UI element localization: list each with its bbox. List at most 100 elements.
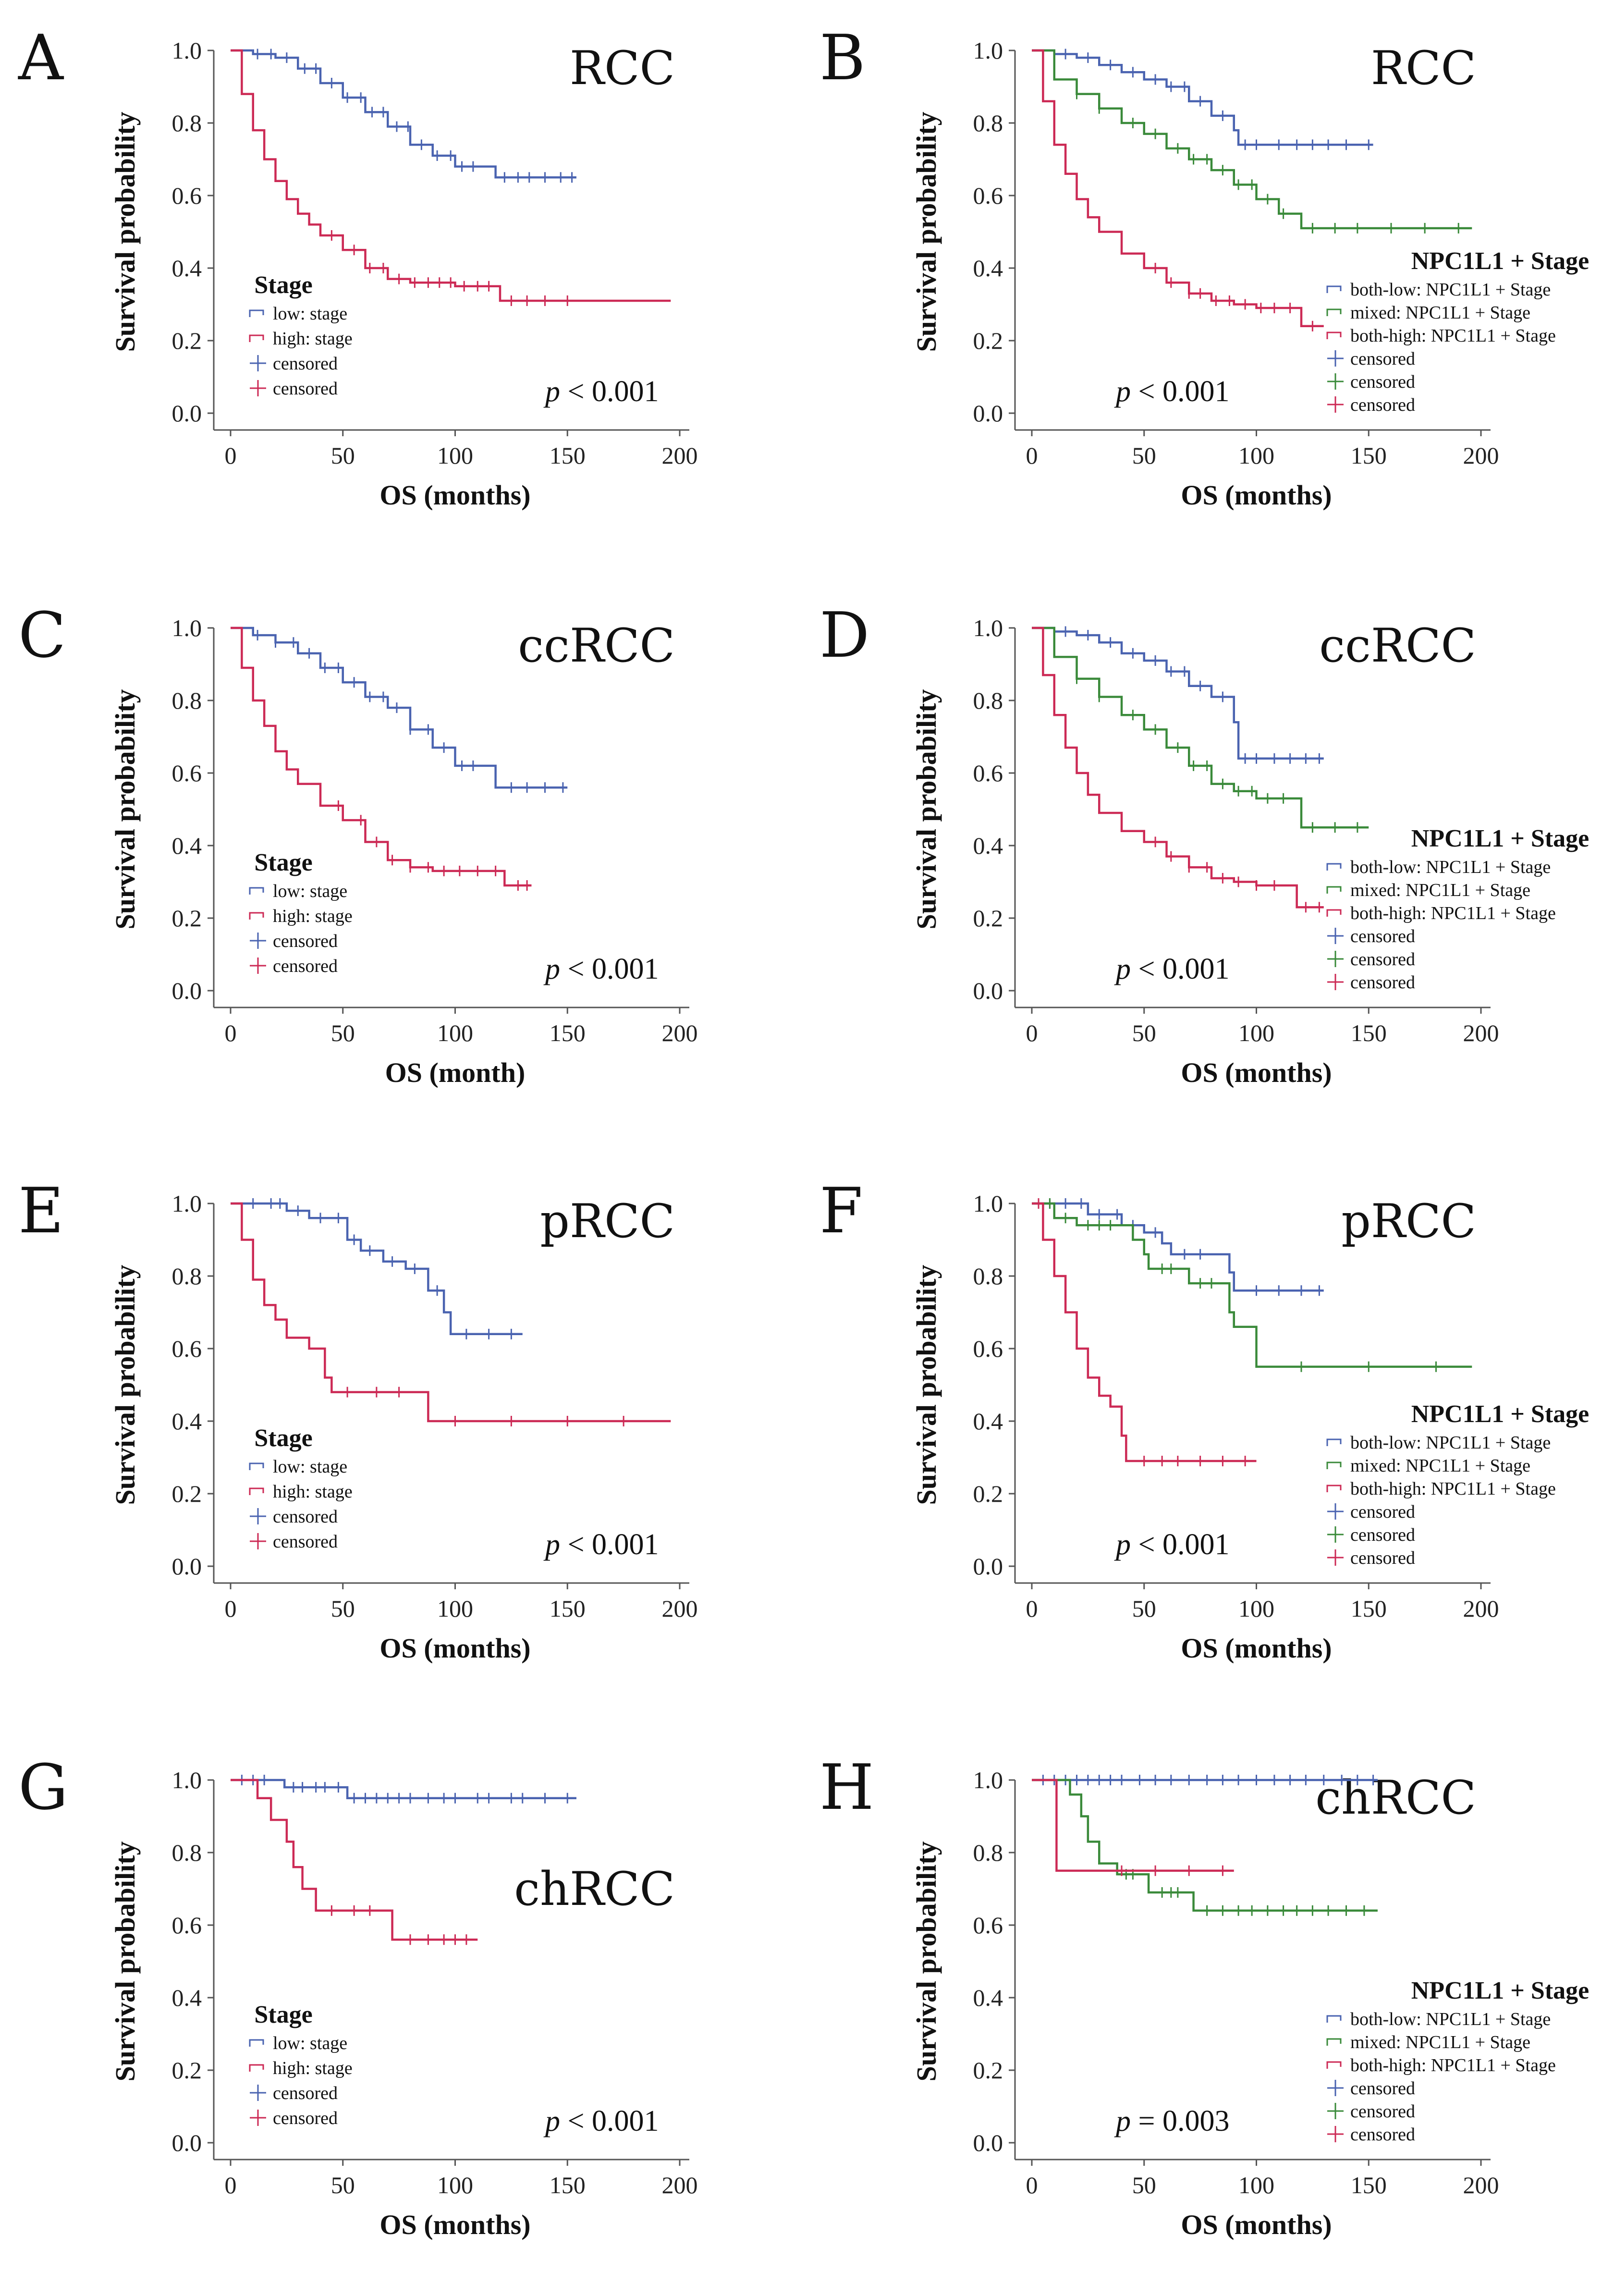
y-tick-label: 1.0 (172, 37, 202, 64)
y-axis-label: Survival probability (911, 1265, 942, 1505)
y-tick-label: 0.2 (172, 1480, 202, 1507)
y-tick-label: 1.0 (973, 1190, 1003, 1217)
x-tick-label: 200 (662, 442, 698, 469)
y-tick-label: 0.4 (172, 255, 202, 282)
y-tick-label: 0.2 (973, 2057, 1003, 2084)
y-tick-label: 0.8 (172, 687, 202, 714)
y-tick-label: 0.6 (973, 1912, 1003, 1939)
legend-item-label: low: stage (273, 2033, 347, 2053)
legend-item-label: censored (1350, 1548, 1415, 1568)
y-tick-label: 0.0 (973, 2129, 1003, 2156)
legend-title: NPC1L1 + Stage (1411, 1400, 1590, 1428)
km-curve-high (1032, 626, 1324, 909)
x-tick-label: 0 (225, 1595, 237, 1622)
p-value: p < 0.001 (543, 1528, 659, 1561)
y-axis-label: Survival probability (110, 111, 141, 352)
km-curve-low (1032, 626, 1324, 760)
x-tick-label: 0 (225, 442, 237, 469)
legend-item-label: both-high: NPC1L1 + Stage (1350, 326, 1556, 346)
x-tick-label: 0 (1026, 1595, 1038, 1622)
legend-item-label: censored (1350, 1502, 1415, 1522)
x-tick-label: 150 (1351, 442, 1387, 469)
x-tick-label: 50 (331, 442, 355, 469)
legend-item-label: censored (273, 956, 338, 976)
legend-title: NPC1L1 + Stage (1411, 247, 1590, 275)
x-tick-label: 0 (1026, 442, 1038, 469)
x-tick-label: 100 (437, 442, 473, 469)
p-value: p < 0.001 (543, 953, 659, 985)
km-curve-low (1032, 1202, 1324, 1292)
legend-item-label: mixed: NPC1L1 + Stage (1350, 880, 1530, 900)
legend-line-swatch (249, 887, 264, 895)
legend-line-swatch (1326, 332, 1342, 339)
panel-letter: F (819, 1174, 863, 1247)
y-tick-label: 0.6 (172, 760, 202, 786)
legend-line-swatch (249, 2039, 264, 2047)
legend-line-swatch (1326, 863, 1342, 871)
km-curve-high (231, 1779, 478, 1941)
panel-f: F 0.0 0.2 0.4 0.6 0.8 1.0 0 50 100 150 200 OS (month… (819, 1174, 1589, 1664)
legend-line-swatch (249, 309, 264, 317)
x-axis-label: OS (months) (1181, 1633, 1332, 1664)
x-tick-label: 150 (550, 1595, 586, 1622)
y-tick-label: 0.2 (172, 905, 202, 932)
x-tick-label: 200 (662, 2172, 698, 2198)
x-tick-label: 200 (1463, 1019, 1499, 1046)
km-curve-high (1032, 1202, 1257, 1462)
x-tick-label: 150 (550, 442, 586, 469)
y-tick-label: 0.6 (172, 182, 202, 209)
legend-line-swatch (1326, 2038, 1342, 2046)
panel-c: C 0.0 0.2 0.4 0.6 0.8 1.0 0 50 100 150 200 OS (month… (18, 599, 698, 1088)
legend-title: NPC1L1 + Stage (1411, 825, 1590, 852)
x-axis-label: OS (months) (379, 479, 530, 511)
panel-a: A 0.0 0.2 0.4 0.6 0.8 1.0 0 50 100 150 200 OS (month… (18, 21, 698, 511)
p-value-text: < 0.001 (560, 953, 659, 985)
y-tick-label: 0.6 (172, 1912, 202, 1939)
km-curve-mixed (1032, 626, 1369, 829)
legend-item-label: censored (273, 931, 338, 951)
x-tick-label: 100 (1238, 442, 1274, 469)
x-tick-label: 100 (437, 2172, 473, 2198)
legend-item-label: censored (273, 1507, 338, 1527)
legend-item-label: low: stage (273, 304, 347, 324)
x-tick-label: 150 (550, 1019, 586, 1046)
x-axis-label: OS (months) (379, 1633, 530, 1664)
x-tick-label: 200 (1463, 1595, 1499, 1622)
legend-item-label: censored (273, 1532, 338, 1552)
legend-title: Stage (254, 1424, 312, 1452)
x-tick-label: 50 (331, 1019, 355, 1046)
y-tick-label: 0.8 (973, 1263, 1003, 1289)
y-tick-label: 0.2 (172, 2057, 202, 2084)
x-tick-label: 100 (437, 1595, 473, 1622)
y-tick-label: 0.4 (973, 1408, 1003, 1435)
legend-line-swatch (1326, 909, 1342, 917)
x-tick-label: 200 (1463, 442, 1499, 469)
x-tick-label: 50 (331, 1595, 355, 1622)
x-tick-label: 0 (1026, 2172, 1038, 2198)
km-curve-high (231, 49, 671, 302)
panel-title: RCC (570, 41, 675, 95)
y-tick-label: 0.4 (172, 1984, 202, 2011)
p-symbol: p (1114, 953, 1131, 985)
p-value-text: < 0.001 (560, 2105, 659, 2137)
x-tick-label: 0 (1026, 1019, 1038, 1046)
panel-letter: H (819, 1751, 874, 1824)
p-symbol: p (1114, 375, 1131, 408)
legend-item-label: censored (273, 2108, 338, 2128)
legend-title: Stage (254, 271, 312, 299)
y-tick-label: 1.0 (973, 1767, 1003, 1793)
legend-line-swatch (249, 1462, 264, 1470)
y-tick-label: 0.0 (172, 2129, 202, 2156)
y-tick-label: 1.0 (172, 1190, 202, 1217)
y-tick-label: 1.0 (973, 614, 1003, 641)
legend-item-label: low: stage (273, 1457, 347, 1477)
legend-item-label: censored (1350, 349, 1415, 369)
legend-title: NPC1L1 + Stage (1411, 1977, 1590, 2004)
km-curve-high (231, 626, 532, 887)
y-tick-label: 0.4 (172, 1408, 202, 1435)
legend-item-label: censored (1350, 2101, 1415, 2122)
x-axis-label: OS (months) (1181, 479, 1332, 511)
p-value: p < 0.001 (1114, 953, 1229, 985)
legend-item-label: low: stage (273, 881, 347, 901)
p-value: p < 0.001 (1114, 1528, 1229, 1561)
